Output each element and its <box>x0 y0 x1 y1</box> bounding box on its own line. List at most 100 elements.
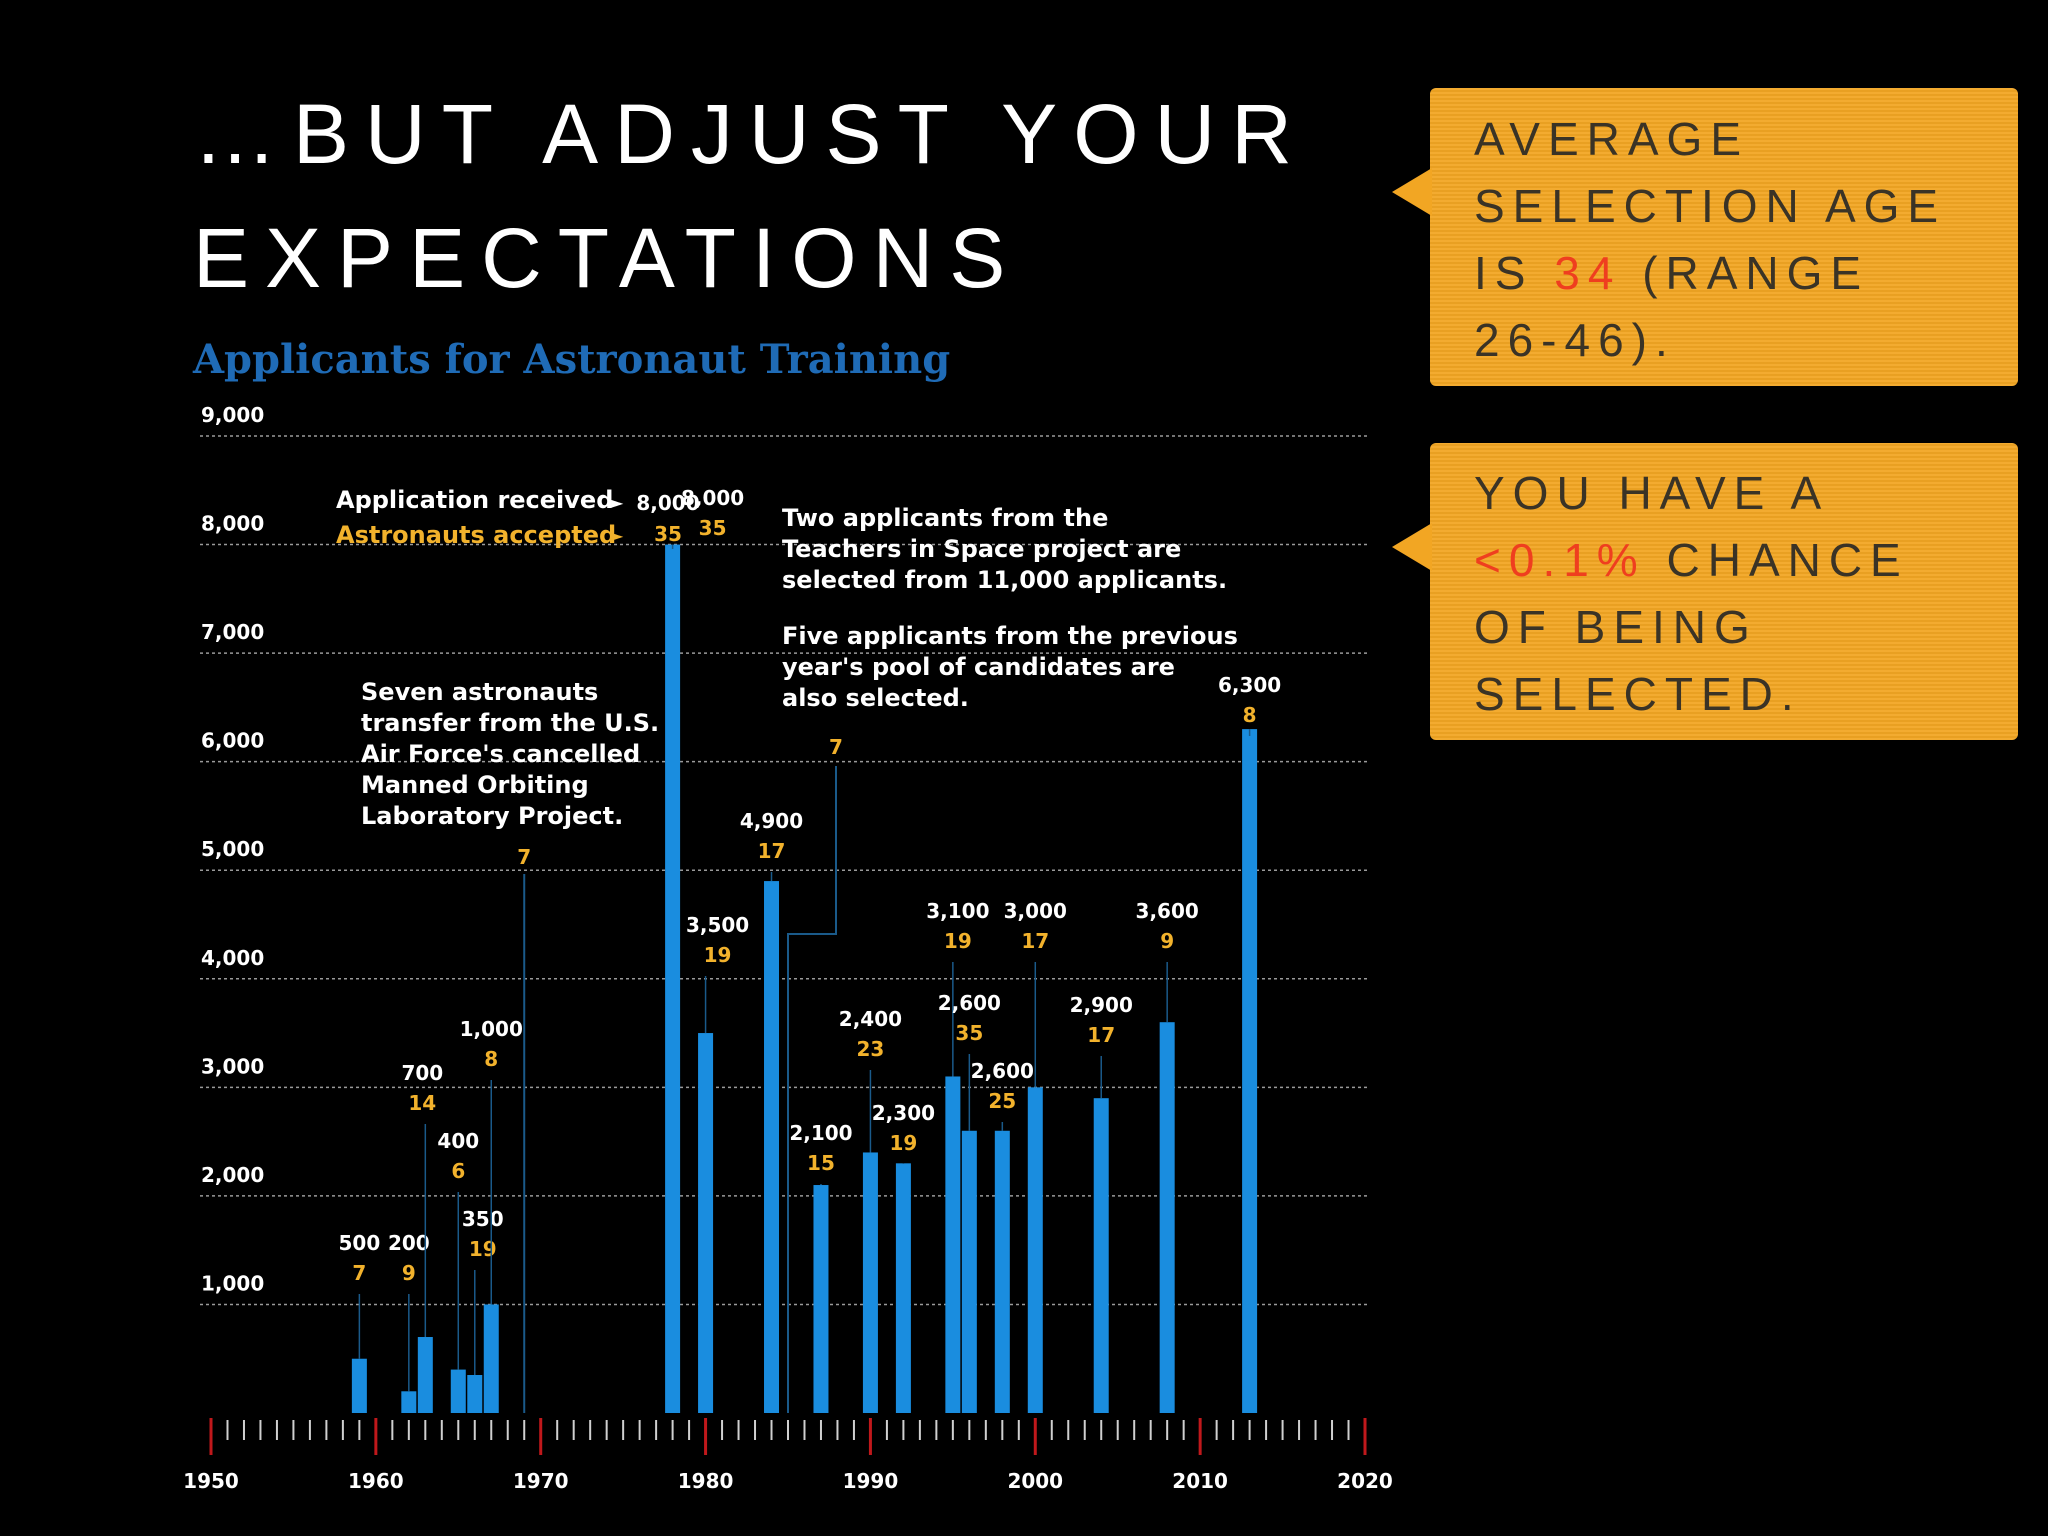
bar-1965 <box>450 1369 466 1413</box>
accepted-label-1992: 19 <box>889 1131 917 1155</box>
bar-1998 <box>994 1130 1010 1413</box>
teachers-annotation-line: selected from 11,000 applicants. <box>782 566 1227 594</box>
accepted-label-2013: 8 <box>1243 703 1257 727</box>
average-age-callout: AVERAGE SELECTION AGE IS 34 (RANGE 26-46… <box>1392 88 2018 386</box>
application-label-1965: 400 <box>437 1129 479 1153</box>
accepted-label-1963: 14 <box>408 1091 436 1115</box>
accepted-label-1987: 15 <box>807 1151 835 1175</box>
y-tick-label: 2,000 <box>201 1163 264 1187</box>
x-tick-label: 1950 <box>183 1469 239 1493</box>
bar-1992 <box>895 1163 911 1413</box>
average-age-value: 34 <box>1554 247 1622 299</box>
bars <box>351 544 1258 1413</box>
mol-annotation-line: Manned Orbiting <box>361 771 589 799</box>
y-tick-label: 7,000 <box>201 620 264 644</box>
accepted-label-1965: 6 <box>451 1159 465 1183</box>
application-label-2000: 3,000 <box>1004 899 1067 923</box>
accepted-label-1984: 17 <box>758 839 786 863</box>
teachers-annotation-line: Two applicants from the <box>782 504 1108 532</box>
y-tick-label: 1,000 <box>201 1271 264 1295</box>
callout-age-line-2: SELECTION AGE <box>1474 180 1947 232</box>
legend: Application received ► Astronauts accept… <box>336 486 700 549</box>
application-label-2008: 3,600 <box>1136 899 1199 923</box>
application-label-1978: 8,000 <box>681 486 744 510</box>
application-label-1990: 2,400 <box>839 1007 902 1031</box>
mol-annotation-line: Air Force's cancelled <box>361 740 640 768</box>
chart-title: Applicants for Astronaut Training <box>192 336 950 383</box>
accepted-label-1962: 9 <box>402 1261 416 1285</box>
callout-chance-line-2: <0.1% CHANCE <box>1474 527 2008 594</box>
teachers-annotation-line: Teachers in Space project are <box>782 535 1181 563</box>
bar-1984 <box>764 881 780 1413</box>
x-tick-label: 2020 <box>1337 1469 1393 1493</box>
slide-title-line-1: …BUT ADJUST YOUR <box>193 87 1308 181</box>
previous-pool-annotation-line: Five applicants from the previous <box>782 622 1238 650</box>
y-tick-label: 5,000 <box>201 837 264 861</box>
bar-1966 <box>467 1375 483 1413</box>
selection-chance-callout: YOU HAVE A <0.1% CHANCE OF BEING SELECTE… <box>1392 443 2018 740</box>
callout-age-line-3-pre: IS <box>1474 247 1555 299</box>
legend-example-accepted: 35 <box>654 522 682 546</box>
slide-title-line-2: EXPECTATIONS <box>193 211 1022 305</box>
y-tick-label: 6,000 <box>201 729 264 753</box>
gridlines: 1,000 2,000 3,000 4,000 5,000 6,000 7,000 8,000… <box>200 403 1367 1306</box>
application-label-1987: 2,100 <box>789 1121 852 1145</box>
application-label-2004: 2,900 <box>1070 993 1133 1017</box>
bar-2004 <box>1093 1098 1109 1413</box>
callout-age-line-3: IS 34 (RANGE <box>1474 240 2008 307</box>
previous-pool-annotation: Five applicants from the previous year's … <box>782 622 1238 712</box>
legend-applications: Application received <box>336 486 613 514</box>
application-label-1996: 2,600 <box>938 991 1001 1015</box>
callout-chance-line-1: YOU HAVE A <box>1474 467 1830 519</box>
previous-pool-annotation-line: year's pool of candidates are <box>782 653 1175 681</box>
legend-accepted-arrow: ► <box>611 526 624 545</box>
application-label-1966: 350 <box>462 1207 504 1231</box>
accepted-label-1967: 8 <box>484 1047 498 1071</box>
bar-1996 <box>961 1130 977 1413</box>
application-label-1959: 500 <box>338 1231 380 1255</box>
x-tick-label: 1990 <box>843 1469 899 1493</box>
application-label-1995: 3,100 <box>926 899 989 923</box>
callout-chance-line-4: SELECTED. <box>1474 668 1802 720</box>
accepted-label-1990: 23 <box>857 1037 885 1061</box>
accepted-label-1996: 35 <box>955 1021 983 1045</box>
bar-1980 <box>698 1033 714 1413</box>
bar-2000 <box>1027 1087 1043 1413</box>
y-tick-label: 3,000 <box>201 1054 264 1078</box>
mol-annotation: Seven astronauts transfer from the U.S. Ai… <box>361 678 659 830</box>
legend-example-applications: 8,000 <box>636 491 699 515</box>
bar-2008 <box>1159 1022 1175 1413</box>
teachers-annotation: Two applicants from the Teachers in Space… <box>782 504 1227 594</box>
callout-chance-line-2-post: CHANCE <box>1645 534 1909 586</box>
bar-1962 <box>401 1391 417 1413</box>
mol-annotation-line: Seven astronauts <box>361 678 598 706</box>
x-tick-label: 2000 <box>1007 1469 1063 1493</box>
callout-chance-line-3: OF BEING <box>1474 601 1758 653</box>
y-tick-label: 4,000 <box>201 946 264 970</box>
slide-title: …BUT ADJUST YOUR EXPECTATIONS <box>193 72 1393 320</box>
accepted-label-1998: 25 <box>988 1089 1016 1113</box>
callout-age-line-4: 26-46). <box>1474 314 1676 366</box>
x-axis: 1950 1960 1970 1980 1990 2000 2010 2020 <box>183 1418 1393 1493</box>
y-tick-label: 9,000 <box>201 403 264 427</box>
application-label-1967: 1,000 <box>460 1017 523 1041</box>
application-label-1963: 700 <box>401 1061 443 1085</box>
callout-age-line-3-post: (RANGE <box>1621 247 1870 299</box>
bar-1967 <box>483 1304 499 1413</box>
bar-1995 <box>945 1076 961 1413</box>
accepted-label-1980: 19 <box>704 943 732 967</box>
mol-annotation-line: Laboratory Project. <box>361 802 623 830</box>
legend-applications-arrow: ► <box>611 493 624 512</box>
application-label-1980: 3,500 <box>686 913 749 937</box>
accepted-label-2000: 17 <box>1021 929 1049 953</box>
special-accepted-label-1985: 7 <box>829 735 843 759</box>
bar-1959 <box>351 1358 367 1413</box>
bar-1963 <box>417 1337 433 1413</box>
accepted-label-2008: 9 <box>1160 929 1174 953</box>
application-label-1992: 2,300 <box>872 1101 935 1125</box>
special-leader-1985 <box>787 766 837 1413</box>
application-label-1984: 4,900 <box>740 809 803 833</box>
bar-1978 <box>665 544 681 1413</box>
special-accepted-label-1969: 7 <box>517 845 531 869</box>
